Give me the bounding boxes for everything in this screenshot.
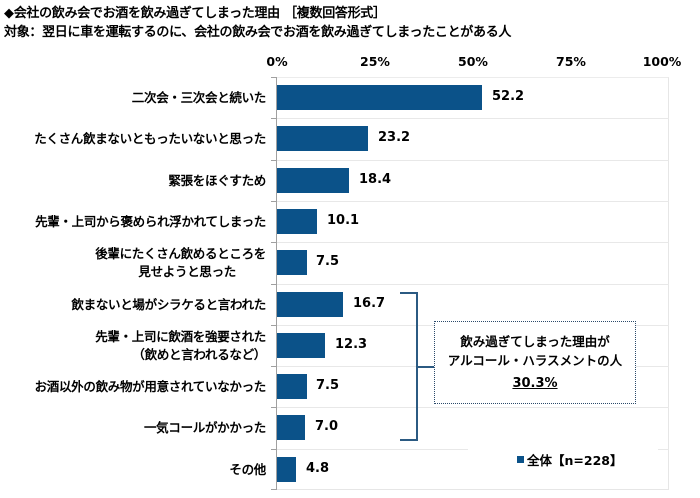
axis-tick xyxy=(271,489,276,490)
bar-value-label: 52.2 xyxy=(492,89,525,104)
gridline xyxy=(276,242,669,243)
bar xyxy=(277,292,343,317)
chart-title: ◆会社の飲み会でお酒を飲み過ぎてしまった理由 ［複数回答形式］ xyxy=(4,6,386,21)
category-label: たくさん飲まないともったいないと思った xyxy=(34,130,266,148)
legend-swatch xyxy=(517,456,524,463)
axis-tick xyxy=(271,449,276,450)
bracket-top-arm xyxy=(400,292,418,294)
category-label-line1: 後輩にたくさん飲めるところを xyxy=(95,246,266,261)
category-label-line1: 飲まないと場がシラケると言われた xyxy=(71,297,266,312)
category-label-line1: 先輩・上司に飲酒を強要された xyxy=(95,329,266,344)
bar xyxy=(277,209,317,234)
x-tick-50: 50% xyxy=(458,54,488,69)
annotation-line2: アルコール・ハラスメントの人 xyxy=(447,353,623,368)
bar-value-label: 18.4 xyxy=(359,172,392,187)
bar-value-label: 12.3 xyxy=(335,337,368,352)
plot-area xyxy=(276,77,669,490)
bar xyxy=(277,457,296,482)
annotation-box: 飲み過ぎてしまった理由が アルコール・ハラスメントの人 30.3% xyxy=(434,321,636,404)
axis-tick xyxy=(271,242,276,243)
legend-label: 全体【n=228】 xyxy=(527,453,623,468)
bar xyxy=(277,250,307,275)
axis-tick xyxy=(271,77,276,78)
axis-tick xyxy=(271,407,276,408)
bar xyxy=(277,374,307,399)
bar-value-label: 23.2 xyxy=(378,130,411,145)
chart-subtitle: 対象：翌日に車を運転するのに、会社の飲み会でお酒を飲み過ぎてしまったことがある人 xyxy=(4,25,512,40)
category-label: お酒以外の飲み物が用意されていなかった xyxy=(34,378,267,396)
category-label-line1: 先輩・上司から褒められ浮かれてしまった xyxy=(35,214,266,229)
gridline xyxy=(276,201,669,202)
bar xyxy=(277,126,369,151)
category-label-line1: 緊張をほぐすため xyxy=(168,173,266,188)
bar xyxy=(277,85,483,110)
category-label: 二次会・三次会と続いた xyxy=(131,89,267,107)
bar xyxy=(277,168,350,193)
category-label-line2: （飲めと言われるなど） xyxy=(132,347,266,362)
axis-tick xyxy=(271,160,276,161)
bracket-middle-arm xyxy=(416,366,435,368)
bar-value-label: 4.8 xyxy=(306,461,330,476)
category-label: 先輩・上司から褒められ浮かれてしまった xyxy=(35,213,266,231)
bar xyxy=(277,415,305,440)
bar-value-label: 16.7 xyxy=(353,296,386,311)
gridline xyxy=(276,407,669,408)
category-label: その他 xyxy=(229,461,266,479)
x-tick-0: 0% xyxy=(266,54,288,69)
category-label-line1: たくさん飲まないともったいないと思った xyxy=(34,131,266,146)
category-label-line1: その他 xyxy=(229,462,266,477)
bracket-bottom-arm xyxy=(400,439,418,441)
x-tick-100: 100% xyxy=(642,54,682,69)
bar-value-label: 7.5 xyxy=(316,254,340,269)
category-label: 先輩・上司に飲酒を強要された （飲めと言われるなど） xyxy=(95,328,266,364)
bar-value-label: 7.5 xyxy=(316,378,340,393)
axis-tick xyxy=(271,284,276,285)
y-axis-line xyxy=(276,77,277,490)
gridline xyxy=(276,160,669,161)
bar-value-label: 7.0 xyxy=(315,419,339,434)
category-label-line1: 二次会・三次会と続いた xyxy=(131,90,267,105)
category-label-line1: お酒以外の飲み物が用意されていなかった xyxy=(34,379,267,394)
axis-tick xyxy=(271,118,276,119)
category-label: 飲まないと場がシラケると言われた xyxy=(71,296,266,314)
gridline xyxy=(276,118,669,119)
x-tick-25: 25% xyxy=(360,54,390,69)
category-label-line1: 一気コールがかかった xyxy=(143,420,266,435)
axis-tick xyxy=(271,366,276,367)
category-label-line2: 見せようと思った xyxy=(138,264,236,279)
category-label: 一気コールがかかった xyxy=(144,419,266,437)
axis-tick xyxy=(271,201,276,202)
annotation-line1: 飲み過ぎてしまった理由が xyxy=(460,334,610,349)
bar-value-label: 10.1 xyxy=(327,213,360,228)
annotation-value: 30.3% xyxy=(512,376,558,391)
axis-tick xyxy=(271,325,276,326)
category-label: 緊張をほぐすため xyxy=(168,172,266,190)
x-tick-75: 75% xyxy=(556,54,586,69)
legend: 全体【n=228】 xyxy=(468,446,658,474)
category-label: 後輩にたくさん飲めるところを見せようと思った xyxy=(95,245,266,281)
bar xyxy=(277,333,326,358)
gridline xyxy=(276,284,669,285)
